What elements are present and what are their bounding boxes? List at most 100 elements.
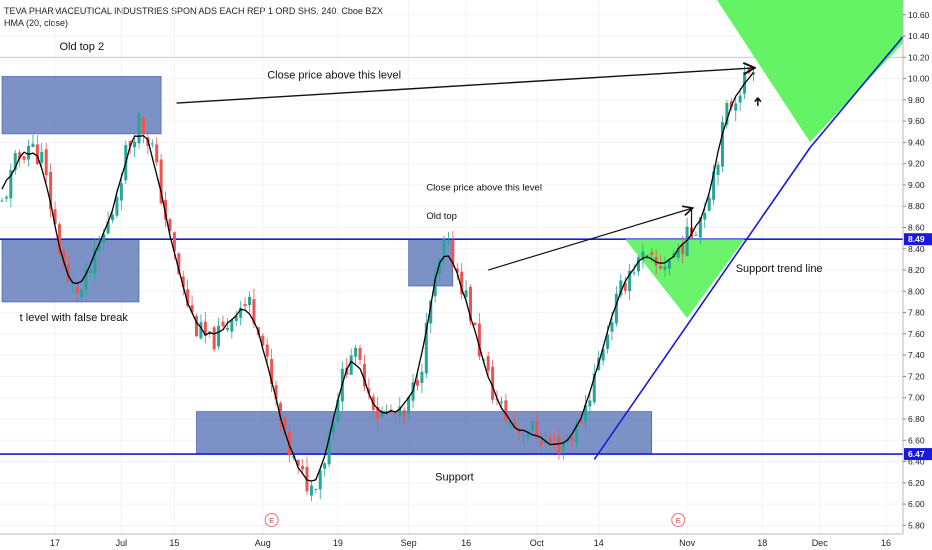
price-zone[interactable] xyxy=(196,411,653,455)
price-zone[interactable] xyxy=(408,238,454,287)
candle-body xyxy=(97,244,101,252)
candle-body xyxy=(35,144,39,165)
drawings-layer xyxy=(176,1,932,460)
candle-body xyxy=(159,159,163,204)
candle-body xyxy=(393,413,397,415)
candle-body xyxy=(80,289,84,298)
candle-body xyxy=(177,253,181,274)
candle-body xyxy=(203,321,207,336)
earnings-event-label: E xyxy=(676,516,681,525)
price-tick-label: 7.40 xyxy=(908,350,925,360)
candle-body xyxy=(729,101,733,108)
candle-body xyxy=(106,221,110,234)
time-tick-label: Oct xyxy=(530,538,545,548)
price-tick-label: 6.40 xyxy=(908,457,925,467)
annotation-label[interactable]: t level with false break xyxy=(20,312,129,324)
price-tick-label: 8.00 xyxy=(908,286,925,296)
candle-body xyxy=(115,197,119,216)
candle-body xyxy=(681,244,685,255)
annotation-label[interactable]: Close price above this level xyxy=(426,182,542,193)
time-tick-label: 16 xyxy=(881,538,891,548)
candle-body xyxy=(194,316,198,337)
candle-body xyxy=(332,422,335,433)
time-tick-label: 19 xyxy=(333,538,343,548)
candle-body xyxy=(66,264,70,282)
candle-body xyxy=(747,68,751,73)
triangle-drawing[interactable] xyxy=(717,0,932,142)
candle-body xyxy=(712,171,716,200)
candle-body xyxy=(385,410,389,414)
candle-body xyxy=(539,441,543,446)
candle-body xyxy=(367,388,371,394)
arrow-drawing[interactable] xyxy=(488,208,691,271)
candle-body xyxy=(93,247,97,275)
candle-body xyxy=(451,240,455,268)
support-trend-line[interactable] xyxy=(593,147,811,460)
candle-body xyxy=(614,293,618,324)
candle-body xyxy=(672,253,676,257)
price-axis[interactable]: 10.60 10.40 10.20 10.00 9.80 9.60 9.40 9.20 9.00… xyxy=(902,0,932,550)
symbol-title: TEVA PHARMACEUTICAL INDUSTRIES SPON ADS … xyxy=(4,6,383,16)
candle-body xyxy=(327,435,331,465)
candle-body xyxy=(155,144,159,163)
candle-body xyxy=(438,259,442,275)
price-tick-label: 9.80 xyxy=(908,95,925,105)
price-zone[interactable] xyxy=(1,238,140,303)
candle-body xyxy=(217,325,221,347)
earnings-event-icon[interactable] xyxy=(264,513,279,527)
candle-body xyxy=(469,286,473,322)
annotation-label[interactable]: Old top 2 xyxy=(59,41,104,53)
annotation-label[interactable]: Close price above this level xyxy=(267,70,401,82)
candle-body xyxy=(446,241,450,244)
candle-body xyxy=(13,153,17,170)
candle-body xyxy=(694,234,698,236)
earnings-event-icon[interactable] xyxy=(671,513,686,527)
candle-body xyxy=(323,463,327,469)
candle-body xyxy=(274,385,278,400)
candle-body xyxy=(190,305,194,313)
price-badge-label: 6.47 xyxy=(908,449,925,459)
candle-body xyxy=(473,322,477,326)
time-tick-label: 18 xyxy=(757,538,767,548)
candle-body xyxy=(659,265,663,269)
candle-body xyxy=(455,268,459,273)
price-tick-label: 10.40 xyxy=(908,31,930,41)
candle-body xyxy=(415,380,419,386)
candle-body xyxy=(654,256,658,266)
price-badge xyxy=(904,448,932,461)
price-tick-label: 5.80 xyxy=(908,520,925,530)
candle-body xyxy=(734,103,738,111)
price-tick-label: 9.20 xyxy=(908,159,925,169)
candle-body xyxy=(707,197,711,211)
candle-body xyxy=(504,400,508,421)
annotation-label[interactable]: Old top xyxy=(426,211,457,222)
candle-body xyxy=(628,270,632,292)
candle-body xyxy=(309,485,313,496)
arrow-drawing[interactable] xyxy=(176,68,754,104)
candle-body xyxy=(278,403,282,422)
candle-body xyxy=(703,212,707,220)
candle-body xyxy=(725,102,729,125)
candle-body xyxy=(376,407,380,419)
candle-body xyxy=(314,488,318,490)
candle-body xyxy=(548,437,552,444)
candle-body xyxy=(336,399,340,423)
price-tick-label: 8.40 xyxy=(908,244,925,254)
annotation-label[interactable]: Support xyxy=(435,472,474,484)
candle-body xyxy=(738,95,742,103)
time-axis[interactable]: 17 Jul 15 Aug 19 Sep 16 Oct 14 Nov 18 Dec 16 E E xyxy=(0,513,903,549)
candle-body xyxy=(234,316,238,321)
price-tick-label: 6.60 xyxy=(908,435,925,445)
price-tick-label: 7.60 xyxy=(908,329,925,339)
annotation-label[interactable]: Support trend line xyxy=(736,263,823,275)
price-tick-label: 8.20 xyxy=(908,265,925,275)
price-zone[interactable] xyxy=(1,76,162,135)
candle-body xyxy=(424,322,428,374)
up-arrow-marker xyxy=(754,97,762,106)
candle-body xyxy=(570,437,574,441)
hma-layer xyxy=(1,72,754,482)
candle-body xyxy=(557,437,561,454)
candle-body xyxy=(610,322,614,332)
candle-body xyxy=(632,272,636,274)
